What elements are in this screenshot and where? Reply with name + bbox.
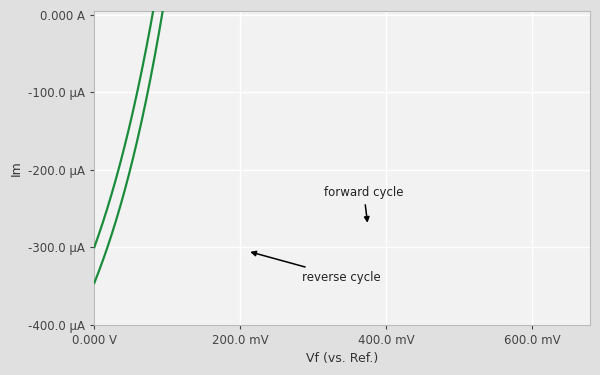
Text: reverse cycle: reverse cycle [252,251,381,284]
Text: forward cycle: forward cycle [324,186,404,221]
Y-axis label: Im: Im [10,160,23,176]
X-axis label: Vf (vs. Ref.): Vf (vs. Ref.) [306,352,379,365]
